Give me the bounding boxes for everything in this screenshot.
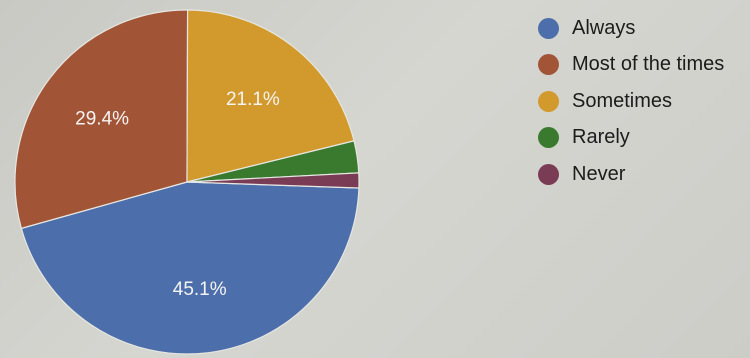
legend-item-never[interactable]: Never	[538, 156, 724, 193]
legend-label: Sometimes	[572, 89, 673, 112]
legend-swatch	[538, 90, 559, 112]
legend-item-always[interactable]: Always	[538, 10, 724, 47]
legend-swatch	[538, 54, 559, 76]
legend-swatch	[538, 163, 559, 185]
legend-label: Never	[572, 162, 626, 185]
slice-value-label: 45.1%	[173, 279, 227, 300]
pie-slice-sometimes[interactable]	[186, 9, 355, 183]
slice-value-label: 29.4%	[75, 108, 129, 129]
legend-swatch	[538, 127, 559, 149]
pie-slice-always[interactable]	[20, 181, 360, 355]
legend-label: Rarely	[572, 126, 630, 149]
legend-item-rarely[interactable]: Rarely	[538, 120, 724, 157]
legend-item-sometimes[interactable]: Sometimes	[538, 83, 724, 120]
pie-chart: 45.1% 29.4% 21.1%	[14, 9, 360, 355]
pie-slice-never[interactable]	[186, 172, 360, 189]
legend-label: Most of the times	[572, 53, 725, 76]
legend-swatch	[538, 17, 559, 39]
legend-label: Always	[572, 16, 636, 39]
slice-value-label: 21.1%	[226, 89, 280, 110]
pie-slice-most-of-the-times[interactable]	[14, 9, 189, 230]
legend: Always Most of the times Sometimes Rarel…	[538, 10, 724, 193]
legend-item-most-of-the-times[interactable]: Most of the times	[538, 47, 724, 84]
